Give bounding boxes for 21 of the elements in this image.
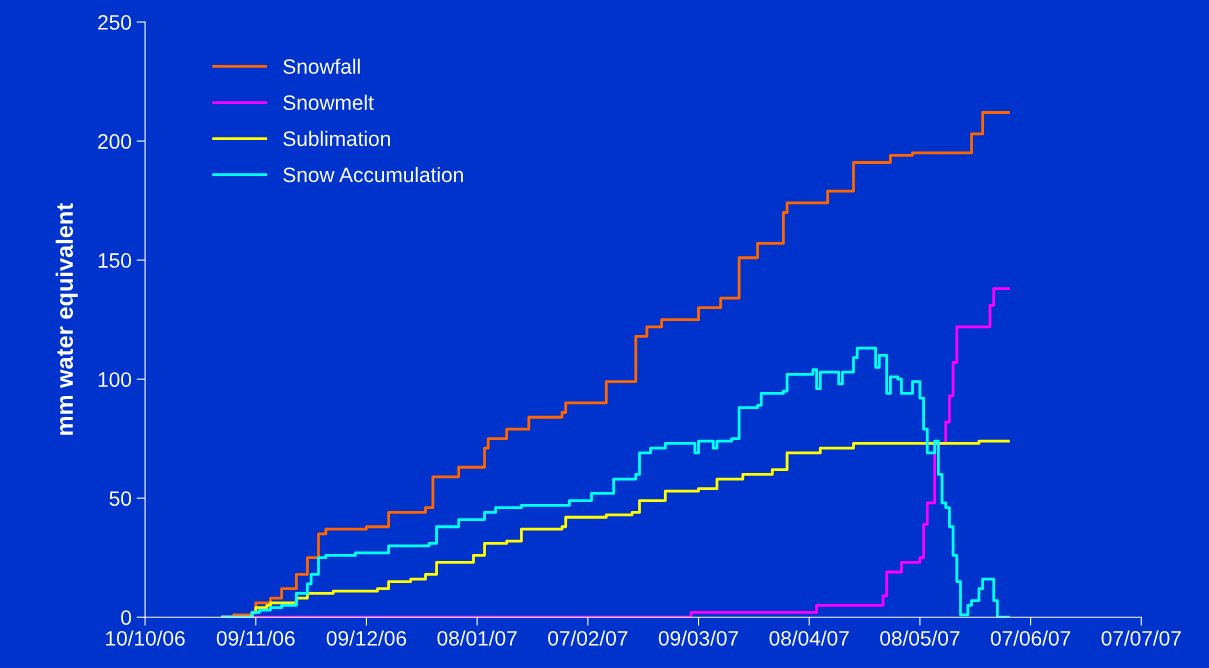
y-tick-label: 100 xyxy=(98,372,132,387)
x-tick-label: 09/03/07 xyxy=(658,630,739,646)
x-tick-label: 10/10/06 xyxy=(106,630,185,646)
y-tick-label: 200 xyxy=(98,134,132,149)
x-tick-label: 08/01/07 xyxy=(437,630,517,646)
legend-label: Snowmelt xyxy=(283,94,374,111)
x-tick-label: 07/02/07 xyxy=(548,630,628,646)
y-tick-label: 50 xyxy=(109,491,132,506)
x-tick-label: 09/11/06 xyxy=(216,630,295,646)
x-tick-label: 09/12/06 xyxy=(326,630,407,646)
legend-label: Snowfall xyxy=(283,58,360,74)
legend-label: Sublimation xyxy=(283,130,390,147)
x-tick-label: 07/06/07 xyxy=(990,630,1071,646)
legend-label: Snow Accumulation xyxy=(283,166,463,183)
x-tick-label: 08/04/07 xyxy=(769,630,849,646)
x-tick-label: 07/07/07 xyxy=(1101,630,1181,646)
y-tick-label: 150 xyxy=(98,253,132,268)
x-tick-label: 08/05/07 xyxy=(880,630,960,646)
y-tick-label: 0 xyxy=(121,610,132,625)
y-tick-label: 250 xyxy=(98,15,132,30)
y-axis-title: mm water equivalent xyxy=(55,203,78,435)
